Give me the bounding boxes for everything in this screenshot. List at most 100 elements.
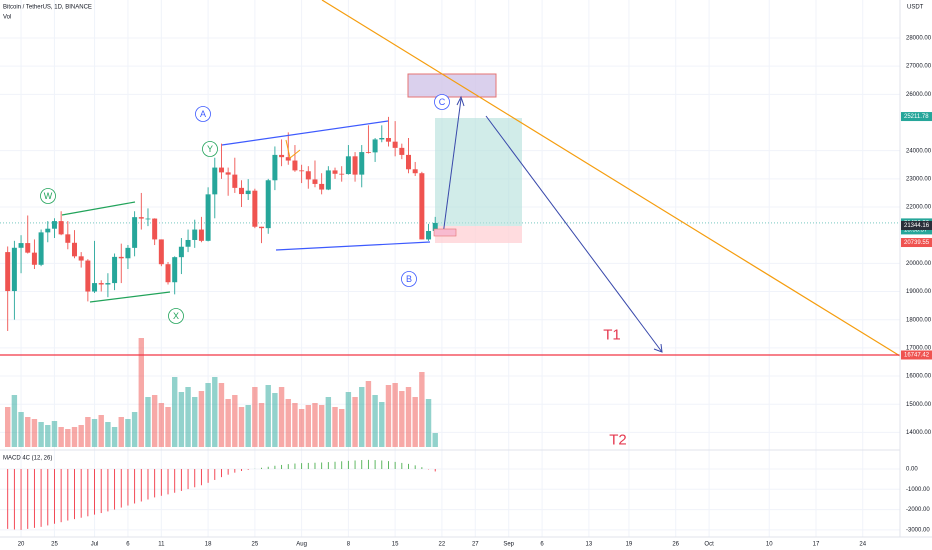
currency-label: USDT — [907, 5, 924, 11]
candle-body — [385, 138, 391, 142]
volume-bar — [292, 403, 298, 447]
candle-body — [352, 156, 358, 175]
volume-bar — [11, 395, 18, 447]
volume-bar — [138, 338, 144, 447]
macd — [7, 459, 436, 530]
volume-bar — [332, 407, 338, 447]
candle-body — [11, 247, 17, 292]
candle-body — [92, 283, 98, 292]
candle-body — [178, 246, 184, 258]
candle-body — [118, 256, 124, 259]
volume-bar — [252, 387, 258, 447]
candle-body — [292, 160, 298, 171]
volume-bar — [105, 422, 111, 447]
candle-body — [359, 152, 365, 175]
y2-tick-label: -2000.00 — [906, 507, 930, 513]
volume-bar — [399, 391, 405, 447]
candle-body — [319, 183, 325, 190]
price-label: 25211.78 — [904, 114, 929, 120]
candle-body — [218, 167, 224, 173]
candle-body — [58, 221, 64, 235]
x-tick-label: 22 — [439, 542, 446, 548]
candle-body — [65, 234, 71, 243]
volume-bar — [312, 403, 318, 447]
volume-bar — [178, 392, 185, 447]
candle-body — [5, 252, 11, 292]
x-tick-label: 11 — [158, 542, 165, 548]
volume-bar — [345, 392, 352, 447]
candle-body — [392, 141, 398, 148]
candle-body — [98, 283, 104, 285]
y-tick-label: 20000.00 — [906, 261, 932, 267]
volume-bar — [278, 387, 285, 447]
y-tick-label: 27000.00 — [906, 64, 932, 70]
volume-bar — [339, 409, 345, 447]
candle-body — [399, 147, 405, 155]
volume-bar — [78, 425, 84, 447]
volume-bar — [5, 407, 11, 447]
volume-bar — [359, 387, 365, 447]
candle-body — [305, 171, 311, 180]
drawings — [407, 73, 522, 243]
volume-bar — [111, 427, 118, 447]
candles — [5, 116, 438, 331]
x-tick-label: 25 — [51, 542, 58, 548]
volume-bar — [212, 377, 218, 447]
wave-circle — [202, 141, 218, 157]
candle-body — [78, 256, 84, 261]
candle-body — [132, 217, 138, 248]
candle-body — [245, 190, 251, 195]
candle-body — [372, 139, 378, 153]
volume-bar — [192, 397, 198, 447]
channel-line — [275, 241, 431, 251]
candle-body — [165, 264, 171, 283]
wave-label: X — [173, 311, 179, 321]
volume-bar — [352, 397, 358, 447]
candle-body — [38, 232, 44, 265]
candle-body — [412, 169, 418, 174]
volume-bar — [405, 387, 412, 447]
candle-body — [272, 154, 278, 181]
volume-bar — [392, 383, 398, 447]
volume-bar — [372, 395, 378, 447]
candle-body — [138, 217, 144, 219]
trend-line — [321, 0, 901, 357]
arrow-head — [653, 343, 663, 353]
y-tick-label: 14000.00 — [906, 430, 932, 436]
projection-arrow — [485, 115, 663, 353]
x-tick-label: 13 — [586, 542, 593, 548]
y-tick-label: 15000.00 — [906, 402, 932, 408]
y2-tick-label: -1000.00 — [906, 487, 930, 493]
volume-bar — [38, 422, 44, 447]
candle-body — [232, 174, 238, 188]
x-tick-label: 26 — [672, 542, 679, 548]
channel-line — [221, 120, 389, 146]
volume-bar — [31, 419, 38, 447]
volume-bar — [325, 397, 332, 447]
volume — [5, 338, 438, 447]
candle-body — [325, 170, 331, 190]
wave-label: W — [44, 191, 53, 201]
volume-bar — [71, 427, 78, 447]
x-tick-label: 25 — [252, 542, 259, 548]
candle-body — [252, 190, 258, 227]
volume-bar — [225, 399, 231, 447]
countdown: 13:58:57 — [904, 227, 928, 233]
x-tick-label: 15 — [392, 542, 399, 548]
candle-body — [312, 179, 318, 184]
candle-body — [198, 229, 204, 241]
volume-bar — [158, 403, 165, 447]
price-label: 20739.55 — [904, 240, 930, 246]
volume-bar — [272, 393, 278, 447]
candle-body — [152, 218, 158, 240]
price-label-box — [901, 350, 932, 360]
candle-body — [172, 257, 178, 283]
y-tick-label: 28000.00 — [906, 36, 932, 42]
target-box — [407, 73, 497, 98]
arrow-head — [456, 95, 465, 107]
volume-bar — [118, 417, 124, 447]
price-label: 16747.42 — [904, 353, 930, 359]
candle-body — [212, 167, 218, 195]
volume-bar — [419, 372, 425, 447]
